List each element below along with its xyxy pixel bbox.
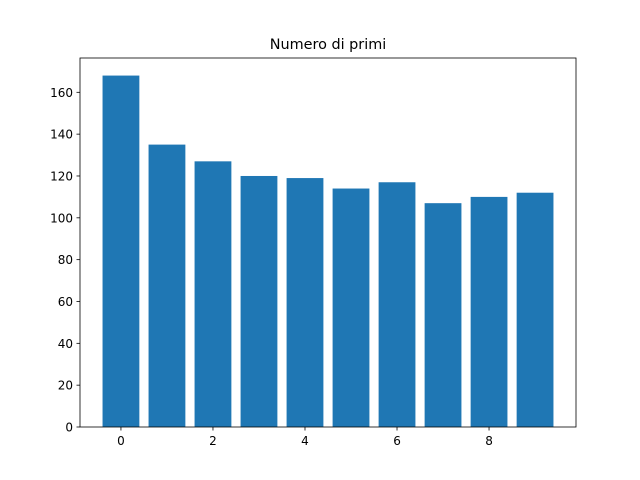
bar <box>102 75 140 428</box>
x-tick-label: 2 <box>209 434 217 448</box>
y-tick-label: 100 <box>50 211 73 225</box>
bar <box>470 196 508 427</box>
y-tick-label: 120 <box>50 169 73 183</box>
plot-frame <box>79 57 577 428</box>
y-tick-label: 80 <box>58 253 73 267</box>
x-tick-label: 4 <box>301 434 309 448</box>
bar <box>424 203 462 427</box>
y-tick-label: 20 <box>58 379 73 393</box>
bar <box>332 188 370 427</box>
bar <box>194 161 232 427</box>
bar <box>148 144 186 427</box>
y-tick-label: 160 <box>50 86 73 100</box>
bar <box>516 192 554 427</box>
x-tick-label: 8 <box>485 434 493 448</box>
x-tick-label: 6 <box>393 434 401 448</box>
y-tick-label: 0 <box>65 421 73 435</box>
y-tick-label: 60 <box>58 295 73 309</box>
chart-title: Numero di primi <box>270 37 387 53</box>
y-tick-label: 40 <box>58 337 73 351</box>
bar <box>240 175 278 427</box>
x-tick-label: 0 <box>117 434 125 448</box>
bar <box>286 178 324 427</box>
y-tick-label: 140 <box>50 128 73 142</box>
bar <box>378 182 416 427</box>
